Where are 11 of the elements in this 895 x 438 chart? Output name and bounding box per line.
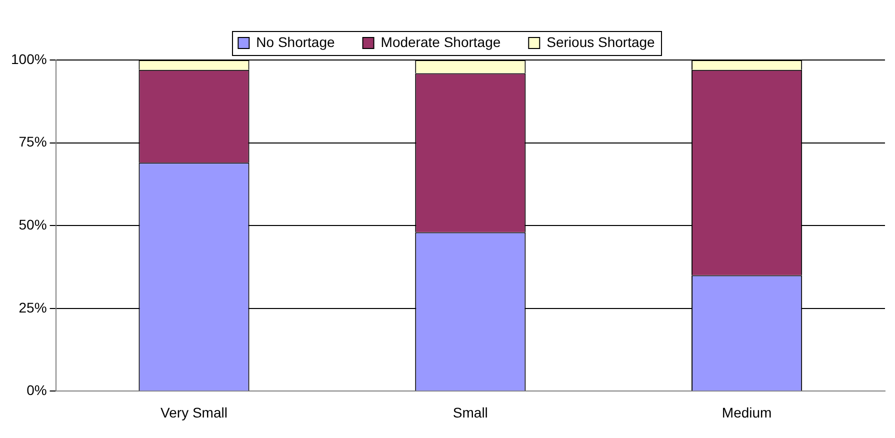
x-tick-label: Small — [452, 404, 488, 420]
legend-label: No Shortage — [256, 34, 335, 50]
legend-label: Moderate Shortage — [380, 34, 501, 50]
y-tick-label: 75% — [18, 134, 47, 150]
y-tick-label: 100% — [10, 50, 47, 67]
y-tick-label: 50% — [18, 216, 47, 232]
legend-label: Serious Shortage — [546, 34, 656, 50]
y-tick-label: 0% — [26, 382, 47, 398]
y-tick-label: 25% — [18, 299, 47, 316]
x-tick-label: Very Small — [160, 404, 228, 420]
x-tick-label: Medium — [722, 404, 772, 420]
